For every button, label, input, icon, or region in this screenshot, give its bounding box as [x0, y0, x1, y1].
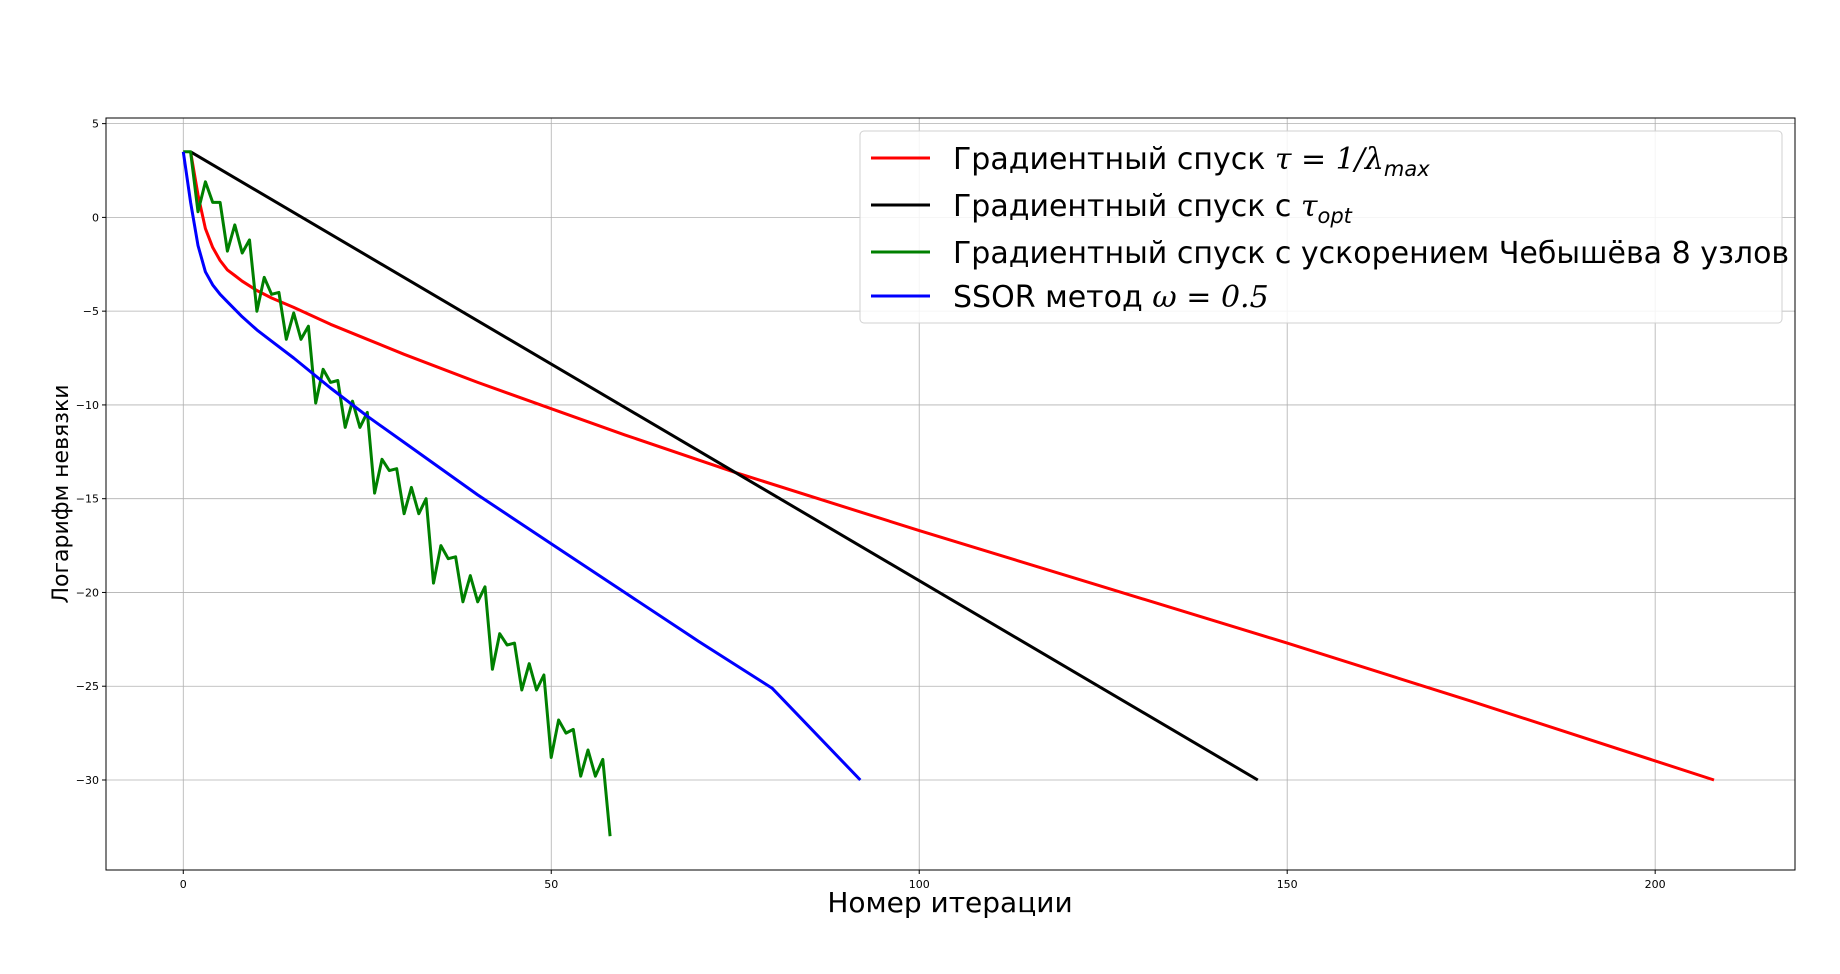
x-tick-label: 0 [180, 878, 187, 891]
legend-entry-text: Градиентный спуск [953, 142, 1275, 177]
legend-box [859, 130, 1783, 324]
legend-entry-text: SSOR метод [953, 280, 1152, 315]
plot-frame [105, 117, 1796, 871]
x-tick-label: 50 [544, 878, 558, 891]
series-line-4 [181, 151, 862, 782]
legend-entry-3: Градиентный спуск с ускорением Чебышёва … [953, 236, 1789, 271]
y-tick-label: −25 [76, 680, 99, 693]
y-tick-label: −5 [83, 305, 99, 318]
series-line-2 [189, 150, 1259, 782]
legend-entry-subscript: max [1384, 157, 1430, 181]
legend-entry-2: Градиентный спуск с τopt [953, 189, 1353, 228]
legend-entry-math: ω = 0.5 [1152, 280, 1268, 315]
y-tick-label: −30 [76, 774, 99, 787]
y-tick-label: 0 [92, 211, 99, 224]
legend: Градиентный спуск τ = 1/λmaxГрадиентный … [859, 130, 1789, 324]
x-tick-label: 150 [1277, 878, 1298, 891]
x-tick-label: 100 [909, 878, 930, 891]
legend-entry-1: Градиентный спуск τ = 1/λmax [953, 142, 1430, 181]
y-tick-label: −15 [76, 493, 99, 506]
legend-entry-4: SSOR метод ω = 0.5 [953, 280, 1269, 315]
y-axis-label: Логарифм невязки [49, 384, 74, 603]
series-line-1 [189, 151, 1715, 782]
x-axis-label: Номер итерации [827, 886, 1072, 919]
y-tick-label: −10 [76, 399, 99, 412]
series-line-3 [183, 150, 612, 837]
legend-entry-text: Градиентный спуск с [953, 189, 1301, 224]
legend-entry-subscript: opt [1318, 204, 1353, 228]
y-tick-label: −20 [76, 586, 99, 599]
legend-entry-math: τ = 1/λ [1275, 142, 1384, 177]
x-tick-label: 200 [1645, 878, 1666, 891]
legend-entry-text: Градиентный спуск с ускорением Чебышёва … [953, 236, 1789, 271]
legend-entry-math: τ [1301, 189, 1318, 224]
series-group [181, 150, 1715, 837]
y-tick-label: 5 [92, 118, 99, 131]
